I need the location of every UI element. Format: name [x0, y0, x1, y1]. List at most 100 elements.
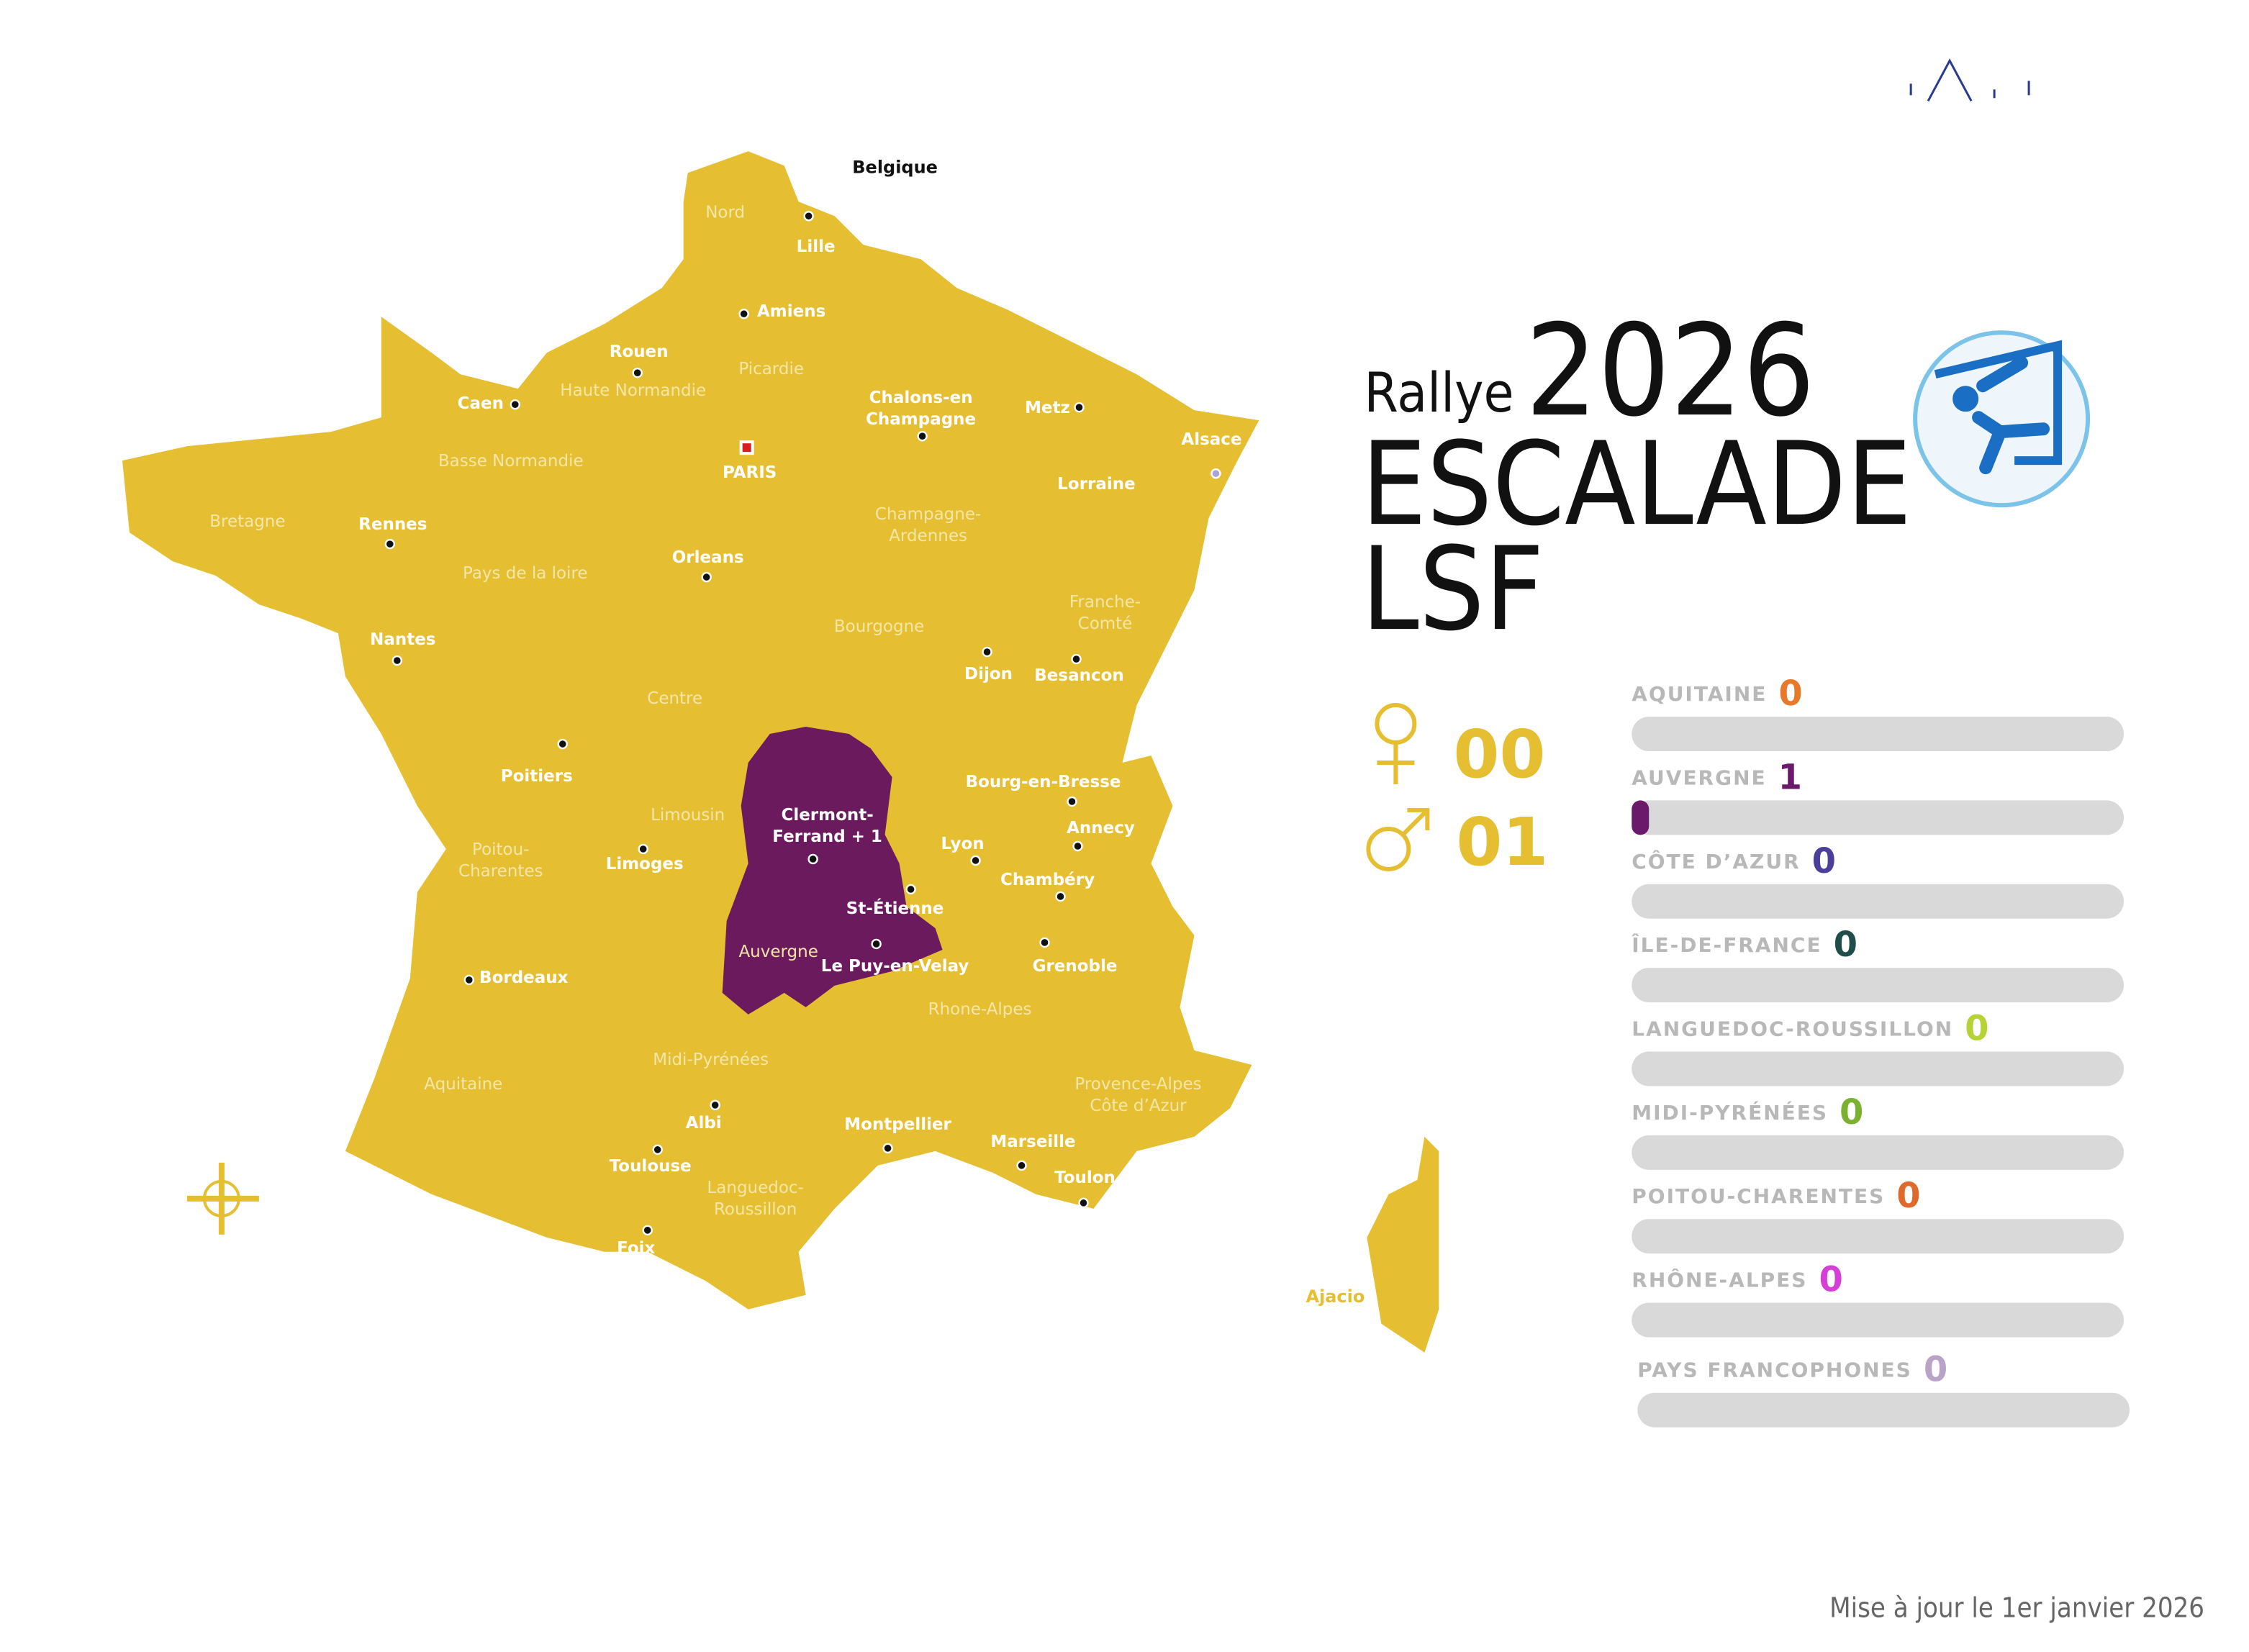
city-dot	[652, 1144, 663, 1156]
city-dot	[632, 368, 643, 378]
bar-track	[1632, 1051, 2124, 1086]
france	[122, 151, 1259, 1310]
bar-track	[1637, 1392, 2130, 1428]
city-label: Dijon	[964, 665, 1013, 684]
map-labels: Lille Amiens Rouen Caen PARIS Chalons-en Champ…	[209, 203, 1241, 1258]
city-label-line: Metz	[1025, 399, 1070, 417]
region-label: Poitou- Charentes	[458, 840, 543, 881]
female-count: 00	[1453, 716, 1545, 793]
city-label: St-Étienne	[846, 898, 944, 918]
bar-track	[1632, 800, 2124, 835]
region-label: Midi-Pyrénées	[653, 1050, 769, 1069]
region-name: RHÔNE-ALPES	[1632, 1268, 1807, 1292]
city-label-line: Foix	[617, 1239, 655, 1258]
city-dot	[463, 974, 474, 986]
city-label: Besancon	[1034, 666, 1123, 685]
city-dot	[510, 399, 520, 410]
city-label-line: Limoges	[606, 855, 684, 873]
city-label-line: Bourg-en-Bresse	[966, 773, 1121, 791]
city-label-line: Albi	[686, 1114, 722, 1133]
city-label-line: Marseille	[990, 1133, 1075, 1151]
city-label: Foix	[617, 1239, 655, 1258]
region-count: 0	[1812, 841, 1836, 881]
city-dot	[392, 655, 403, 666]
region-label: Haute Normandie	[560, 381, 706, 400]
region-label: Bretagne	[209, 512, 285, 531]
city-label: Metz	[1025, 399, 1070, 417]
city-label-line: Montpellier	[844, 1115, 951, 1134]
city-label-line: Ferrand + 1	[772, 827, 882, 846]
city-label: Lyon	[941, 835, 984, 853]
city-label-line: Nantes	[370, 630, 435, 649]
gender-symbols	[1366, 703, 1430, 871]
region-label: Aquitaine	[424, 1075, 502, 1094]
region-label: Rhone-Alpes	[928, 1000, 1032, 1019]
city-label-line: St-Étienne	[846, 898, 944, 918]
city-label-line: Clermont-	[781, 806, 873, 825]
city-dot	[384, 538, 396, 550]
region-label-line: Roussillon	[714, 1200, 797, 1219]
city-label-line: Chambéry	[1000, 871, 1095, 889]
city-dot	[1211, 468, 1221, 479]
city-dot	[917, 430, 928, 442]
region-label-line: Basse Normandie	[438, 452, 584, 471]
city-label: Chalons-en Champagne	[866, 389, 976, 429]
region-name: AQUITAINE	[1632, 682, 1767, 706]
region-label: Languedoc- Roussillon	[707, 1179, 803, 1219]
city-label-line: Grenoble	[1033, 957, 1118, 976]
city-label-line: Orleans	[672, 548, 744, 567]
city-label-line: Toulon	[1054, 1168, 1116, 1187]
region-label-line: Midi-Pyrénées	[653, 1050, 769, 1069]
city-label-line: Rouen	[610, 342, 669, 361]
city-label-line: Bordeaux	[479, 968, 569, 987]
city-dot	[557, 738, 568, 750]
region-label-line: Aquitaine	[424, 1075, 502, 1094]
city-label-line: Amiens	[757, 302, 825, 321]
city-dot	[1039, 937, 1050, 948]
region-count: 0	[1965, 1009, 1988, 1049]
climbing-icon	[1913, 330, 2091, 508]
region-label: Bourgogne	[834, 617, 924, 636]
city-label: Chambéry	[1000, 871, 1095, 889]
region-label-line: Centre	[647, 689, 702, 708]
city-label: Montpellier	[844, 1115, 951, 1134]
city-dot	[905, 884, 916, 895]
city-label: Lille	[797, 237, 836, 256]
city-dot	[803, 211, 814, 222]
region-label: Champagne- Ardennes	[875, 505, 981, 545]
city-label: Limoges	[606, 855, 684, 873]
city-label-line: Le Puy-en-Velay	[821, 957, 969, 976]
map: Belgique Ajacio	[122, 151, 1439, 1353]
region-label-line: Pays de la loire	[463, 564, 588, 583]
city-label-line: PARIS	[723, 463, 777, 482]
city-dot	[1072, 840, 1083, 852]
city-label: Lorraine	[1057, 475, 1135, 494]
tally: AQUITAINE 0 AUVERGNE 1 CÔTE D’AZUR 0 ÎLE-DE-FR…	[1632, 673, 2130, 1428]
city-label-line: Alsace	[1181, 430, 1241, 449]
region-label-line: Nord	[705, 203, 745, 222]
city-label-line: Besancon	[1034, 666, 1123, 685]
city-label: Clermont- Ferrand + 1	[772, 806, 882, 846]
region-label-line: Franche-	[1069, 593, 1141, 612]
city-label: Poitiers	[501, 767, 573, 786]
footer: Mise à jour le 1er janvier 2026	[1829, 1592, 2204, 1624]
city-label: Toulouse	[610, 1157, 692, 1176]
logo	[1909, 58, 2030, 102]
city-label: Marseille	[990, 1133, 1075, 1151]
city-dot	[642, 1225, 653, 1236]
city-label: Rennes	[358, 515, 427, 534]
city-label-line: Annecy	[1067, 819, 1135, 838]
city-dot	[710, 1099, 720, 1111]
city-label: Orleans	[672, 548, 744, 567]
region-count: 0	[1819, 1260, 1842, 1300]
region-name: LANGUEDOC-ROUSSILLON	[1632, 1017, 1953, 1041]
region-label: Nord	[705, 203, 745, 222]
city-label-line: Rennes	[358, 515, 427, 534]
city-label-line: Lorraine	[1057, 475, 1135, 494]
region-label-line: Limousin	[651, 806, 725, 825]
region-label-line: Champagne-	[875, 505, 981, 524]
region-name: ÎLE-DE-FRANCE	[1632, 932, 1822, 957]
region-name: POITOU-CHARENTES	[1632, 1184, 1885, 1208]
city-label-line: Lyon	[941, 835, 984, 853]
city-label: Amiens	[757, 302, 825, 321]
